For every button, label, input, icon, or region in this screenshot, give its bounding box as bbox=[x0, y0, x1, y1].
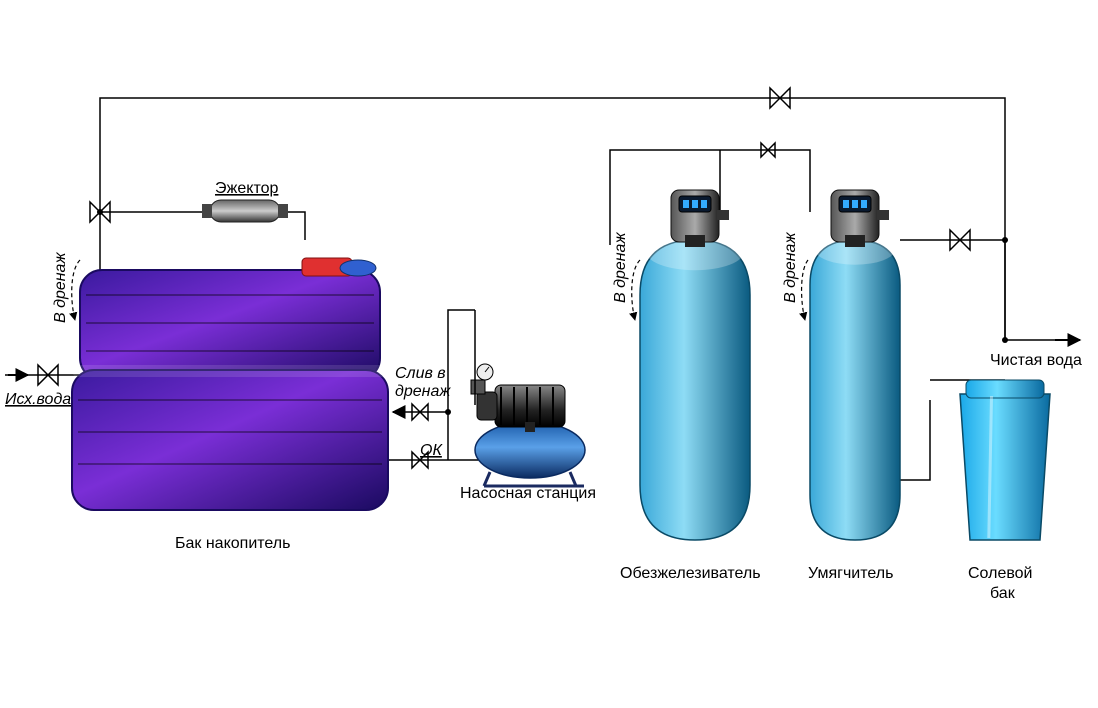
label-ejector: Эжектор bbox=[215, 180, 279, 197]
label-soft: Умягчитель bbox=[808, 565, 893, 582]
label-drainSlip2: дренаж bbox=[395, 383, 451, 400]
label-tank: Бак накопитель bbox=[175, 535, 290, 552]
label-pump: Насосная станция bbox=[460, 485, 596, 502]
label-clean: Чистая вода bbox=[990, 352, 1082, 369]
label-drainSlip: Слив в bbox=[395, 365, 446, 382]
label-drain1: В дренаж bbox=[52, 252, 69, 323]
label-drain2: В дренаж bbox=[612, 232, 629, 303]
label-drain3: В дренаж bbox=[782, 232, 799, 303]
label-ok: ОК bbox=[420, 442, 443, 459]
label-iron: Обезжелезиватель bbox=[620, 565, 761, 582]
label-brine2: бак bbox=[990, 585, 1016, 602]
label-brine: Солевой bbox=[968, 565, 1033, 582]
label-source: Исх.вода bbox=[5, 391, 71, 408]
